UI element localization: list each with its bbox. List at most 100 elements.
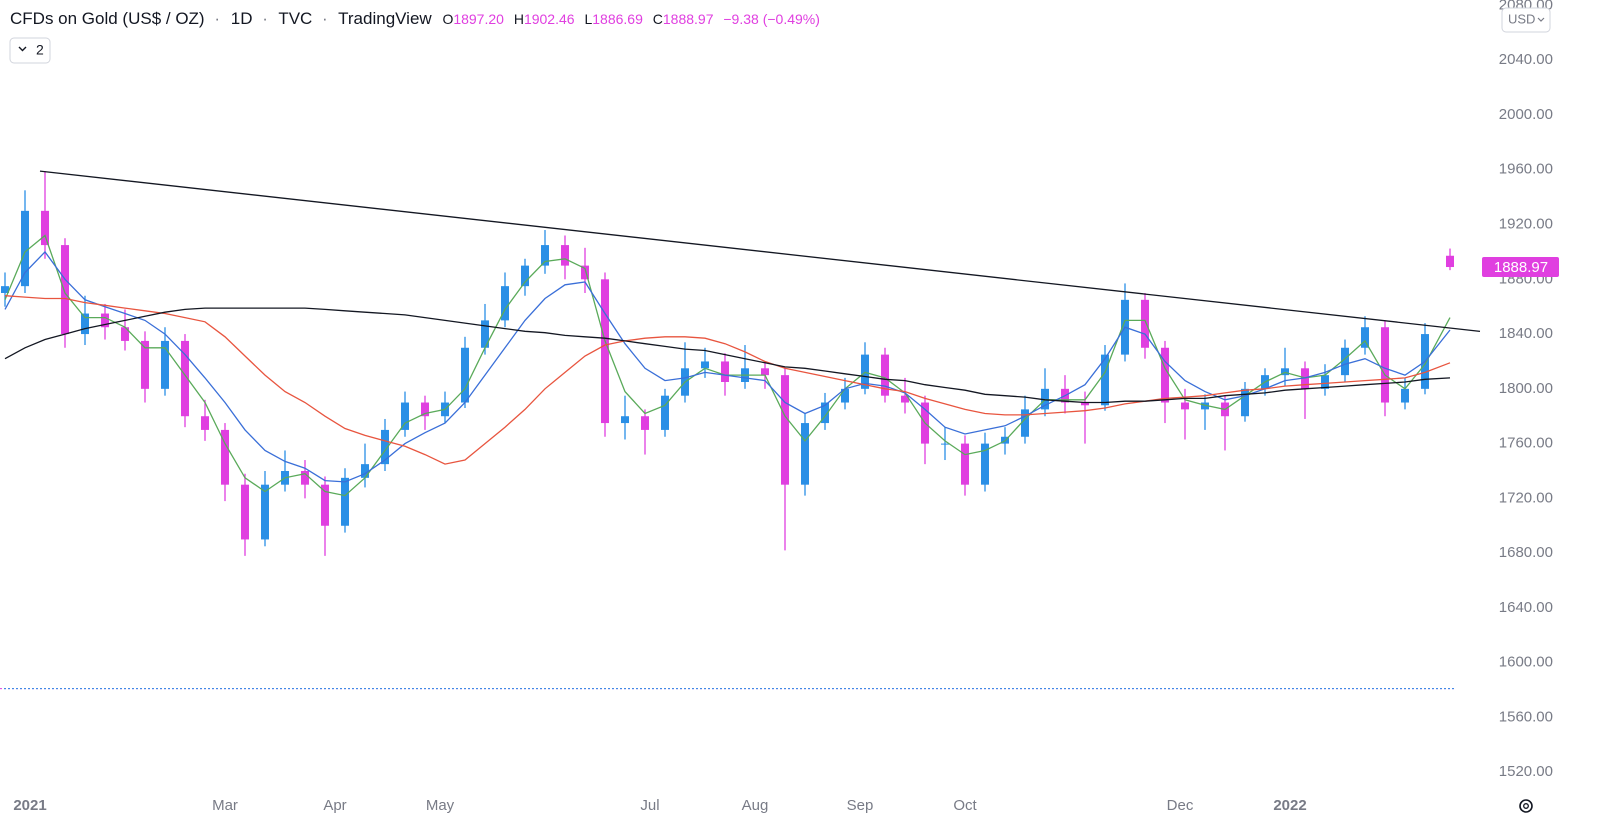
candle-body [1, 286, 9, 293]
separator: · [322, 9, 328, 28]
candle-body [1301, 368, 1309, 389]
y-tick-label: 1720.00 [1499, 489, 1553, 506]
indicator-count: 2 [36, 42, 44, 58]
candle-body [1081, 402, 1089, 406]
candle-body [661, 395, 669, 430]
candle-body [601, 279, 609, 424]
last-price-label: 1888.97 [1494, 259, 1548, 276]
currency-select[interactable]: USD [1501, 7, 1551, 33]
y-tick-label: 1960.00 [1499, 161, 1553, 178]
candle-body [1041, 388, 1049, 410]
moving-average [4, 250, 1451, 483]
candle-body [521, 265, 529, 287]
y-tick-label: 1800.00 [1499, 380, 1553, 397]
currency: USD [1508, 11, 1535, 26]
candle-body [141, 340, 149, 389]
candle-body [481, 320, 489, 348]
candle-body [1161, 347, 1169, 403]
ohlc-value: 1897.20 [453, 11, 504, 27]
y-tick-label: 1680.00 [1499, 544, 1553, 561]
x-tick-label: Mar [212, 797, 238, 814]
x-tick-label: Dec [1167, 797, 1194, 814]
candle-body [21, 210, 29, 287]
gear[interactable] [1519, 799, 1533, 813]
ohlc-label: O [442, 11, 453, 27]
candle-body [301, 470, 309, 485]
candle-body [501, 286, 509, 321]
gear-hub [1523, 803, 1529, 809]
candle-body [1341, 347, 1349, 376]
candle-body [401, 402, 409, 430]
candle-body [81, 313, 89, 335]
x-tick-label: 2022 [1273, 797, 1306, 814]
y-tick-label: 1600.00 [1499, 654, 1553, 671]
chevron [1537, 17, 1545, 22]
candle-body [801, 423, 809, 485]
y-tick-label: 1560.00 [1499, 708, 1553, 725]
candle-body [961, 443, 969, 485]
candle-body [981, 443, 989, 485]
y-tick-label: 2000.00 [1499, 106, 1553, 123]
candle-body [201, 416, 209, 430]
interval: 1D [231, 9, 253, 28]
source: TradingView [338, 9, 432, 28]
chevron [18, 46, 27, 52]
toggle-box[interactable] [9, 37, 51, 64]
separator: · [262, 9, 268, 28]
x-tick-label: Sep [847, 797, 874, 814]
x-tick-label: 2021 [13, 797, 46, 814]
candle-body [781, 375, 789, 485]
indicators-toggle[interactable]: 2 [9, 37, 51, 64]
y-tick-label: 1760.00 [1499, 435, 1553, 452]
symbol: CFDs on Gold (US$ / OZ) [10, 9, 205, 28]
candle-body [701, 361, 709, 369]
last-price-badge [1482, 257, 1559, 278]
trendline [39, 170, 1481, 332]
candle-body [41, 210, 49, 246]
candle-body [221, 429, 229, 485]
ohlc-label: H [514, 11, 524, 27]
candle-body [381, 429, 389, 465]
candle-body [1321, 375, 1329, 389]
candle-body [621, 416, 629, 424]
candle-body [101, 313, 109, 328]
candle-body [841, 388, 849, 403]
exchange: TVC [278, 9, 312, 28]
candle-body [1101, 354, 1109, 406]
candle-body [1401, 388, 1409, 403]
candle-body [861, 354, 869, 389]
candle-body [261, 484, 269, 540]
candle-body [181, 340, 189, 417]
candle-body [1361, 327, 1369, 348]
separator: · [214, 9, 220, 28]
x-tick-label: Aug [742, 797, 769, 814]
candle-body [161, 340, 169, 389]
change: −9.38 (−0.49%) [723, 11, 820, 27]
candle-body [1281, 368, 1289, 376]
y-tick-label: 1640.00 [1499, 599, 1553, 616]
candle-body [361, 464, 369, 478]
moving-average [4, 295, 1451, 465]
ohlc-value: 1888.97 [663, 11, 714, 27]
ohlc: O1897.20 H1902.46 L1886.69 C1888.97 −9.3… [442, 11, 819, 27]
currency-box[interactable] [1501, 7, 1551, 33]
y-tick-label: 2040.00 [1499, 51, 1553, 68]
ohlc-value: 1902.46 [524, 11, 575, 27]
x-tick-label: Apr [323, 797, 346, 814]
candle-body [1181, 402, 1189, 410]
x-tick-label: Oct [953, 797, 977, 814]
settings-button[interactable] [1519, 799, 1533, 813]
candle-body [1141, 299, 1149, 348]
candle-body [761, 368, 769, 376]
candle-body [821, 402, 829, 424]
candle-body [321, 484, 329, 526]
moving-average [4, 307, 1451, 404]
y-tick-label: 1520.00 [1499, 763, 1553, 780]
ohlc-label: C [653, 11, 663, 27]
candle-body [341, 477, 349, 526]
candle-body [941, 443, 949, 445]
y-tick-label: 1840.00 [1499, 325, 1553, 342]
candle-body [1241, 388, 1249, 417]
candle-body [1446, 255, 1454, 268]
